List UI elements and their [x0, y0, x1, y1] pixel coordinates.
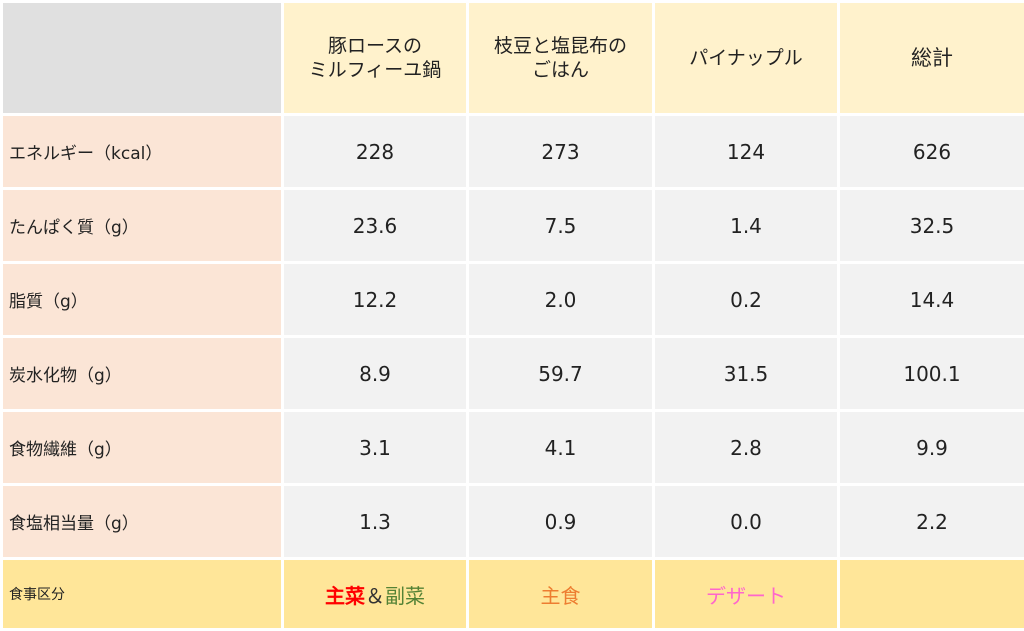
total-cell: 14.4: [839, 263, 1024, 337]
value-cell: 2.8: [654, 411, 839, 485]
value-cell: 1.3: [283, 485, 468, 559]
dish-header-3: パイナップル: [654, 2, 839, 115]
value-cell: 228: [283, 115, 468, 189]
category-row: 食事区分 主菜＆副菜 主食 デザート: [2, 559, 1024, 630]
category-label: 食事区分: [2, 559, 283, 630]
value-cell: 23.6: [283, 189, 468, 263]
table-row: 食物繊維（g） 3.1 4.1 2.8 9.9: [2, 411, 1024, 485]
category-dish-2: 主食: [468, 559, 654, 630]
total-cell: 626: [839, 115, 1024, 189]
staple-tag: 主食: [541, 584, 581, 608]
total-cell: 32.5: [839, 189, 1024, 263]
dish-2-name-line2: ごはん: [469, 58, 652, 82]
value-cell: 273: [468, 115, 654, 189]
value-cell: 0.0: [654, 485, 839, 559]
table-row: 脂質（g） 12.2 2.0 0.2 14.4: [2, 263, 1024, 337]
category-separator: ＆: [365, 584, 385, 608]
value-cell: 12.2: [283, 263, 468, 337]
value-cell: 0.9: [468, 485, 654, 559]
total-cell: 9.9: [839, 411, 1024, 485]
dish-1-name-line2: ミルフィーユ鍋: [284, 58, 466, 82]
value-cell: 59.7: [468, 337, 654, 411]
dish-2-name-line1: 枝豆と塩昆布の: [469, 34, 652, 58]
table-row: 炭水化物（g） 8.9 59.7 31.5 100.1: [2, 337, 1024, 411]
header-row: 豚ロースの ミルフィーユ鍋 枝豆と塩昆布の ごはん パイナップル 総計: [2, 2, 1024, 115]
value-cell: 0.2: [654, 263, 839, 337]
total-header: 総計: [839, 2, 1024, 115]
main-dish-tag: 主菜: [325, 584, 365, 608]
dish-1-name-line1: 豚ロースの: [284, 34, 466, 58]
row-label-fat: 脂質（g）: [2, 263, 283, 337]
value-cell: 31.5: [654, 337, 839, 411]
dish-3-name-line1: パイナップル: [655, 46, 837, 70]
row-label-protein: たんぱく質（g）: [2, 189, 283, 263]
dish-header-1: 豚ロースの ミルフィーユ鍋: [283, 2, 468, 115]
category-dish-1: 主菜＆副菜: [283, 559, 468, 630]
value-cell: 124: [654, 115, 839, 189]
value-cell: 4.1: [468, 411, 654, 485]
total-cell: 2.2: [839, 485, 1024, 559]
value-cell: 8.9: [283, 337, 468, 411]
total-cell: 100.1: [839, 337, 1024, 411]
row-label-salt: 食塩相当量（g）: [2, 485, 283, 559]
category-total: [839, 559, 1024, 630]
row-label-carbs: 炭水化物（g）: [2, 337, 283, 411]
value-cell: 1.4: [654, 189, 839, 263]
corner-cell: [2, 2, 283, 115]
category-dish-3: デザート: [654, 559, 839, 630]
value-cell: 3.1: [283, 411, 468, 485]
total-label: 総計: [840, 46, 1024, 70]
row-label-fiber: 食物繊維（g）: [2, 411, 283, 485]
side-dish-tag: 副菜: [385, 584, 425, 608]
dessert-tag: デザート: [706, 584, 786, 608]
table-row: たんぱく質（g） 23.6 7.5 1.4 32.5: [2, 189, 1024, 263]
dish-header-2: 枝豆と塩昆布の ごはん: [468, 2, 654, 115]
table-row: 食塩相当量（g） 1.3 0.9 0.0 2.2: [2, 485, 1024, 559]
row-label-energy: エネルギー（kcal）: [2, 115, 283, 189]
value-cell: 7.5: [468, 189, 654, 263]
table-row: エネルギー（kcal） 228 273 124 626: [2, 115, 1024, 189]
value-cell: 2.0: [468, 263, 654, 337]
